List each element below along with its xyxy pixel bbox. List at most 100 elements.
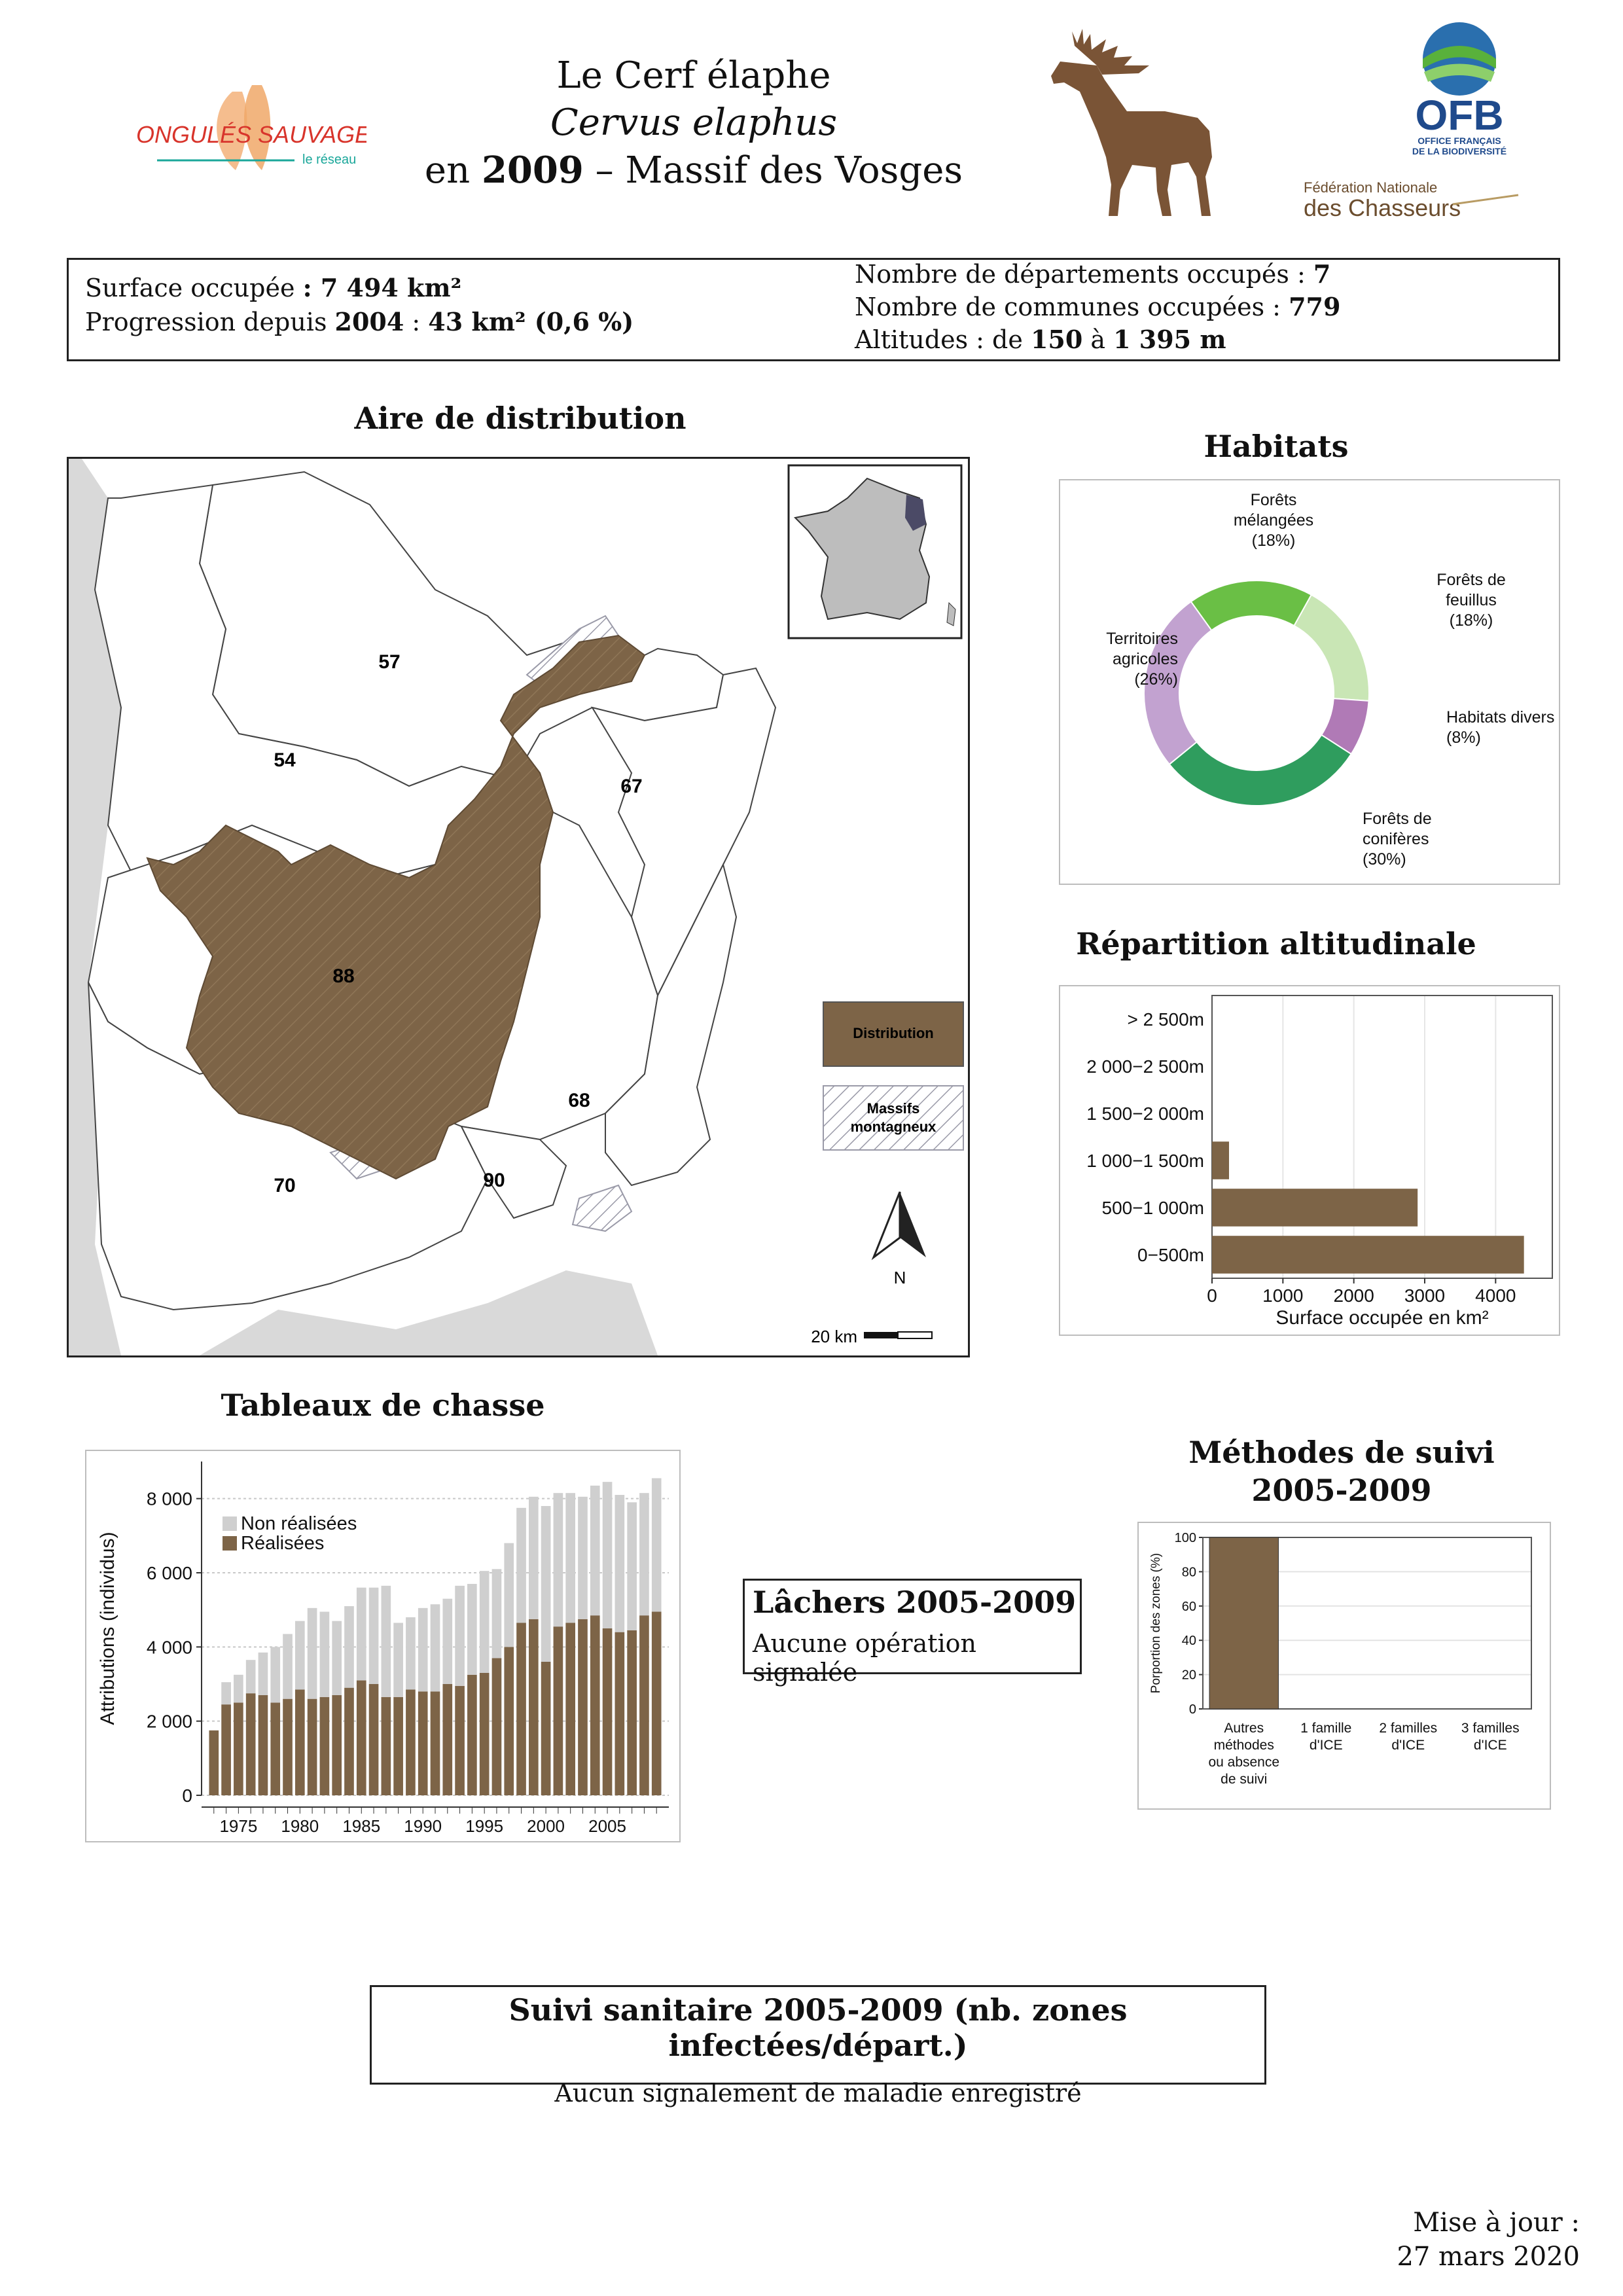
methodes-bar-1 (1209, 1537, 1279, 1710)
scale-bar-dark (864, 1332, 898, 1338)
methodes-ytick-label-3: 40 (1182, 1634, 1196, 1648)
france-highlight (905, 495, 926, 531)
surface-line: Surface occupée : 7 494 km² (85, 273, 462, 302)
methodes-category-label-1-1: Autres (1224, 1721, 1264, 1736)
methodes-title-2: 2005-2009 (1251, 1473, 1432, 1508)
chasse-bar-realisees-1975 (234, 1702, 243, 1795)
chasse-bar-non-realisees-1991 (430, 1604, 440, 1692)
chasse-bar-realisees-1994 (467, 1674, 477, 1795)
subtitle-suffix: – Massif des Vosges (595, 149, 963, 192)
chasse-bar-non-realisees-1974 (221, 1682, 231, 1705)
altitude-xtick-label-5: 4000 (1475, 1285, 1516, 1306)
habitat-slice-5 (1143, 600, 1213, 766)
chasse-xtick-label-4: 1990 (404, 1816, 442, 1836)
chasse-bar-realisees-2003 (578, 1619, 588, 1795)
chasse-bar-realisees-1996 (491, 1658, 502, 1795)
dept-label-57: 57 (378, 651, 400, 673)
chasse-bar-non-realisees-1976 (245, 1660, 256, 1694)
chasse-bar-realisees-2008 (639, 1615, 649, 1795)
chasse-bar-realisees-2009 (651, 1611, 662, 1795)
altitude-xtick-label-3: 2000 (1334, 1285, 1374, 1306)
chasse-bar-realisees-1985 (356, 1680, 366, 1795)
habitat-label-divers-2: (8%) (1446, 728, 1481, 747)
dept-label-67: 67 (620, 776, 642, 797)
habitat-label-melangees-3: (18%) (1252, 531, 1296, 550)
methodes-category-label-4-2: d'ICE (1474, 1738, 1507, 1753)
chasse-bar-realisees-1993 (455, 1685, 465, 1795)
habitat-label-coniferes-2: conifères (1363, 830, 1429, 848)
chasse-bar-non-realisees-2000 (541, 1506, 551, 1662)
methodes-category-label-2-2: d'ICE (1310, 1738, 1343, 1753)
ofb-logo: OFB OFFICE FRANÇAIS DE LA BIODIVERSITÉ (1387, 20, 1531, 164)
chasse-bar-non-realisees-1981 (307, 1607, 317, 1699)
chasse-bar-realisees-1976 (245, 1693, 256, 1795)
chasse-bar-realisees-1983 (332, 1695, 342, 1795)
chasse-bar-non-realisees-1989 (406, 1617, 416, 1690)
chasse-ytick-label-2: 2 000 (147, 1712, 192, 1732)
north-arrow-icon: N (871, 1191, 926, 1287)
habitat-label-melangees-2: mélangées (1234, 511, 1313, 529)
altitude-xlabel: Surface occupée en km² (1275, 1307, 1488, 1329)
altitude-category-label-2: 500−1 000m (1102, 1198, 1204, 1218)
altitude-xtick-label-4: 3000 (1404, 1285, 1445, 1306)
chasse-bar-realisees-2002 (565, 1623, 576, 1795)
methodes-title: Méthodes de suivi 2005-2009 (1139, 1433, 1544, 1509)
altitude-title: Répartition altitudinale (1076, 926, 1476, 961)
summary-left: Surface occupée : 7 494 km² Progression … (85, 271, 633, 339)
methodes-category-label-4-1: 3 familles (1461, 1721, 1520, 1736)
chasse-bar-non-realisees-1988 (393, 1623, 403, 1697)
chasse-bar-non-realisees-2001 (553, 1493, 563, 1627)
chasse-xtick-label-5: 1995 (465, 1816, 503, 1836)
chasse-bar-non-realisees-2003 (578, 1496, 588, 1619)
legend-massifs-label-2: montagneux (851, 1119, 937, 1135)
alt-min: 150 (1030, 325, 1083, 354)
ongules-logo: ONGULÉS SAUVAGES le réseau (131, 72, 386, 177)
altitude-plot-frame (1211, 995, 1553, 1279)
communes-line: Nombre de communes occupées : 779 (855, 291, 1340, 323)
fnc-line2-text: des Chasseurs (1304, 194, 1461, 221)
methodes-category-label-3-1: 2 familles (1379, 1721, 1437, 1736)
chasse-bar-non-realisees-1990 (418, 1607, 428, 1692)
chasse-ytick-label-1: 0 (182, 1785, 192, 1806)
chasse-bar-non-realisees-1979 (283, 1634, 293, 1699)
chasse-legend-label-non-realisees: Non réalisées (241, 1513, 357, 1534)
chasse-ytick-label-5: 8 000 (147, 1489, 192, 1509)
chasse-bar-non-realisees-2005 (602, 1482, 613, 1628)
departements-label: Nombre de départements occupés : (855, 260, 1306, 289)
chasse-bar-realisees-2007 (627, 1630, 637, 1795)
chasse-bar-realisees-1989 (406, 1689, 416, 1795)
chasse-bar-realisees-1978 (270, 1702, 281, 1795)
footer-update: Mise à jour : 27 mars 2020 (1397, 2206, 1580, 2274)
altitude-xtick-label-1: 0 (1207, 1285, 1217, 1306)
massif-south (571, 1184, 633, 1232)
habitats-title: Habitats (1204, 429, 1349, 464)
habitats-panel: Forêts mélangées (18%) Forêts de feuillus (18… (1059, 479, 1560, 885)
altitude-category-label-6: > 2 500m (1127, 1009, 1204, 1030)
distribution-area (146, 634, 646, 1180)
chasse-bar-realisees-1995 (479, 1673, 490, 1795)
chasse-legend-swatch-realisees (223, 1536, 237, 1551)
lachers-title: Lâchers 2005-2009 (753, 1585, 1077, 1620)
chasse-bar-non-realisees-1996 (491, 1569, 502, 1659)
methodes-category-label-1-4: de suivi (1221, 1772, 1267, 1787)
chasse-bar-non-realisees-2004 (590, 1485, 600, 1616)
chasse-bar-non-realisees-1982 (319, 1611, 330, 1697)
chasse-bar-realisees-1998 (516, 1623, 526, 1795)
altitude-bar-1 (1212, 1236, 1524, 1274)
sanitaire-box: Suivi sanitaire 2005-2009 (nb. zones inf… (370, 1985, 1266, 2108)
departements-value: 7 (1313, 259, 1331, 289)
chasse-bar-realisees-1982 (319, 1696, 330, 1795)
chasse-bar-non-realisees-1993 (455, 1585, 465, 1686)
habitat-label-divers-1: Habitats divers (1446, 708, 1554, 726)
chasse-bar-realisees-1974 (221, 1704, 231, 1795)
chasse-bar-realisees-1986 (368, 1684, 379, 1795)
chasse-bar-realisees-1984 (344, 1687, 354, 1795)
methodes-category-label-1-3: ou absence (1208, 1755, 1279, 1770)
lachers-box: Lâchers 2005-2009 Aucune opération signa… (743, 1579, 1082, 1687)
chasse-bar-realisees-1999 (528, 1619, 539, 1795)
chasse-bar-non-realisees-1987 (381, 1585, 391, 1697)
communes-label: Nombre de communes occupées : (855, 293, 1281, 321)
altitude-bar-chart: 0−500m 500−1 000m 1 000−1 500m 1 500−2 000m… (1086, 995, 1553, 1329)
progression-year: 2004 (334, 307, 404, 336)
ofb-sub2-text: DE LA BIODIVERSITÉ (1412, 146, 1507, 156)
